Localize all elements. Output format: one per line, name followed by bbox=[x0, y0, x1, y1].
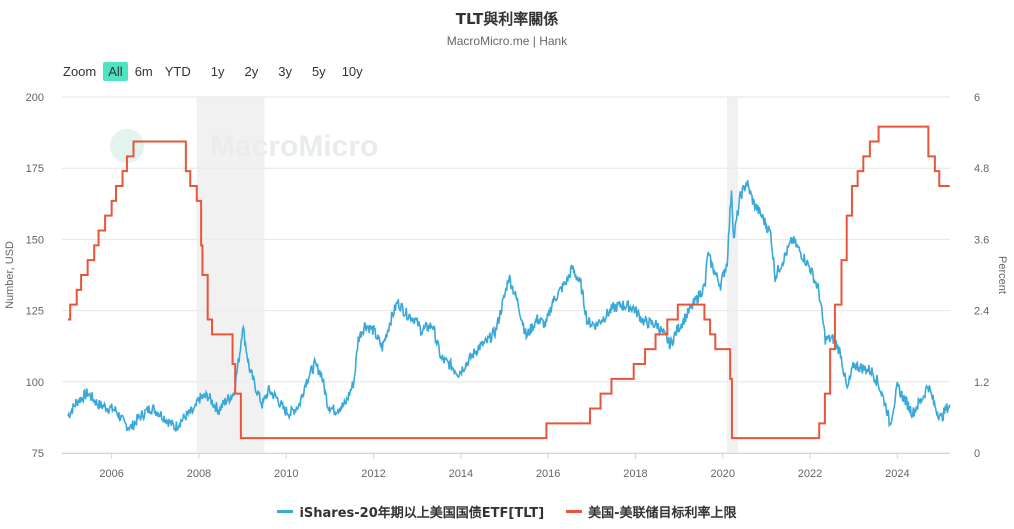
legend-swatch-blue bbox=[277, 510, 294, 513]
x-tick: 2006 bbox=[99, 468, 123, 480]
y-left-tick: 125 bbox=[26, 306, 44, 318]
fed-rate-series-line bbox=[68, 125, 950, 440]
y-left-tick: 75 bbox=[32, 448, 44, 460]
zoom-3y-button[interactable]: 3y bbox=[278, 64, 292, 79]
y-right-tick: 3.6 bbox=[974, 234, 989, 246]
zoom-5y-button[interactable]: 5y bbox=[311, 64, 326, 79]
zoom-10y-button[interactable]: 10y bbox=[341, 64, 363, 79]
y-right-tick: 1.2 bbox=[974, 377, 989, 389]
x-tick: 2024 bbox=[885, 468, 909, 480]
x-tick: 2014 bbox=[449, 468, 473, 480]
y-left-tick: 175 bbox=[26, 163, 44, 175]
y-right-tick: 6 bbox=[974, 92, 980, 104]
x-tick: 2008 bbox=[187, 468, 211, 480]
y-left-axis-label: Number, USD bbox=[4, 241, 16, 309]
zoom-bar: Zoom All 6m YTD 1y 2y 3y 5y 10y bbox=[58, 62, 370, 81]
y-right-tick: 0 bbox=[974, 448, 980, 460]
recession-band bbox=[727, 97, 739, 453]
chart-subtitle: MacroMicro.me | Hank bbox=[446, 34, 568, 48]
x-tick: 2022 bbox=[798, 468, 822, 480]
watermark-logo-icon bbox=[110, 129, 144, 163]
legend-label: 美国-美联储目标利率上限 bbox=[588, 506, 737, 521]
x-tick: 2010 bbox=[274, 468, 298, 480]
x-tick: 2018 bbox=[623, 468, 647, 480]
legend-item-tlt[interactable]: iShares-20年期以上美国国债ETF[TLT] bbox=[277, 502, 544, 521]
legend-swatch-red bbox=[566, 510, 583, 513]
legend: iShares-20年期以上美国国债ETF[TLT] 美国-美联储目标利率上限 bbox=[0, 502, 1014, 521]
y-left-tick: 100 bbox=[26, 377, 44, 389]
zoom-label: Zoom bbox=[63, 64, 97, 79]
legend-label: iShares-20年期以上美国国债ETF[TLT] bbox=[299, 506, 545, 521]
zoom-ytd-button[interactable]: YTD bbox=[164, 64, 191, 79]
y-left-tick: 200 bbox=[26, 92, 44, 104]
x-tick: 2012 bbox=[361, 468, 385, 480]
tlt-series-line bbox=[67, 180, 951, 433]
zoom-1y-button[interactable]: 1y bbox=[210, 64, 225, 79]
legend-item-fed-rate[interactable]: 美国-美联储目标利率上限 bbox=[566, 502, 737, 521]
y-right-tick: 2.4 bbox=[974, 306, 989, 318]
x-tick: 2020 bbox=[711, 468, 735, 480]
zoom-6m-button[interactable]: 6m bbox=[134, 64, 153, 79]
zoom-2y-button[interactable]: 2y bbox=[244, 64, 259, 79]
x-tick: 2016 bbox=[536, 468, 560, 480]
zoom-all-button[interactable]: All bbox=[103, 62, 128, 81]
chart-title: TLT與利率關係 bbox=[455, 10, 559, 28]
y-right-axis-label: Percent bbox=[996, 256, 1008, 294]
y-left-tick: 150 bbox=[26, 234, 44, 246]
y-right-tick: 4.8 bbox=[974, 163, 989, 175]
